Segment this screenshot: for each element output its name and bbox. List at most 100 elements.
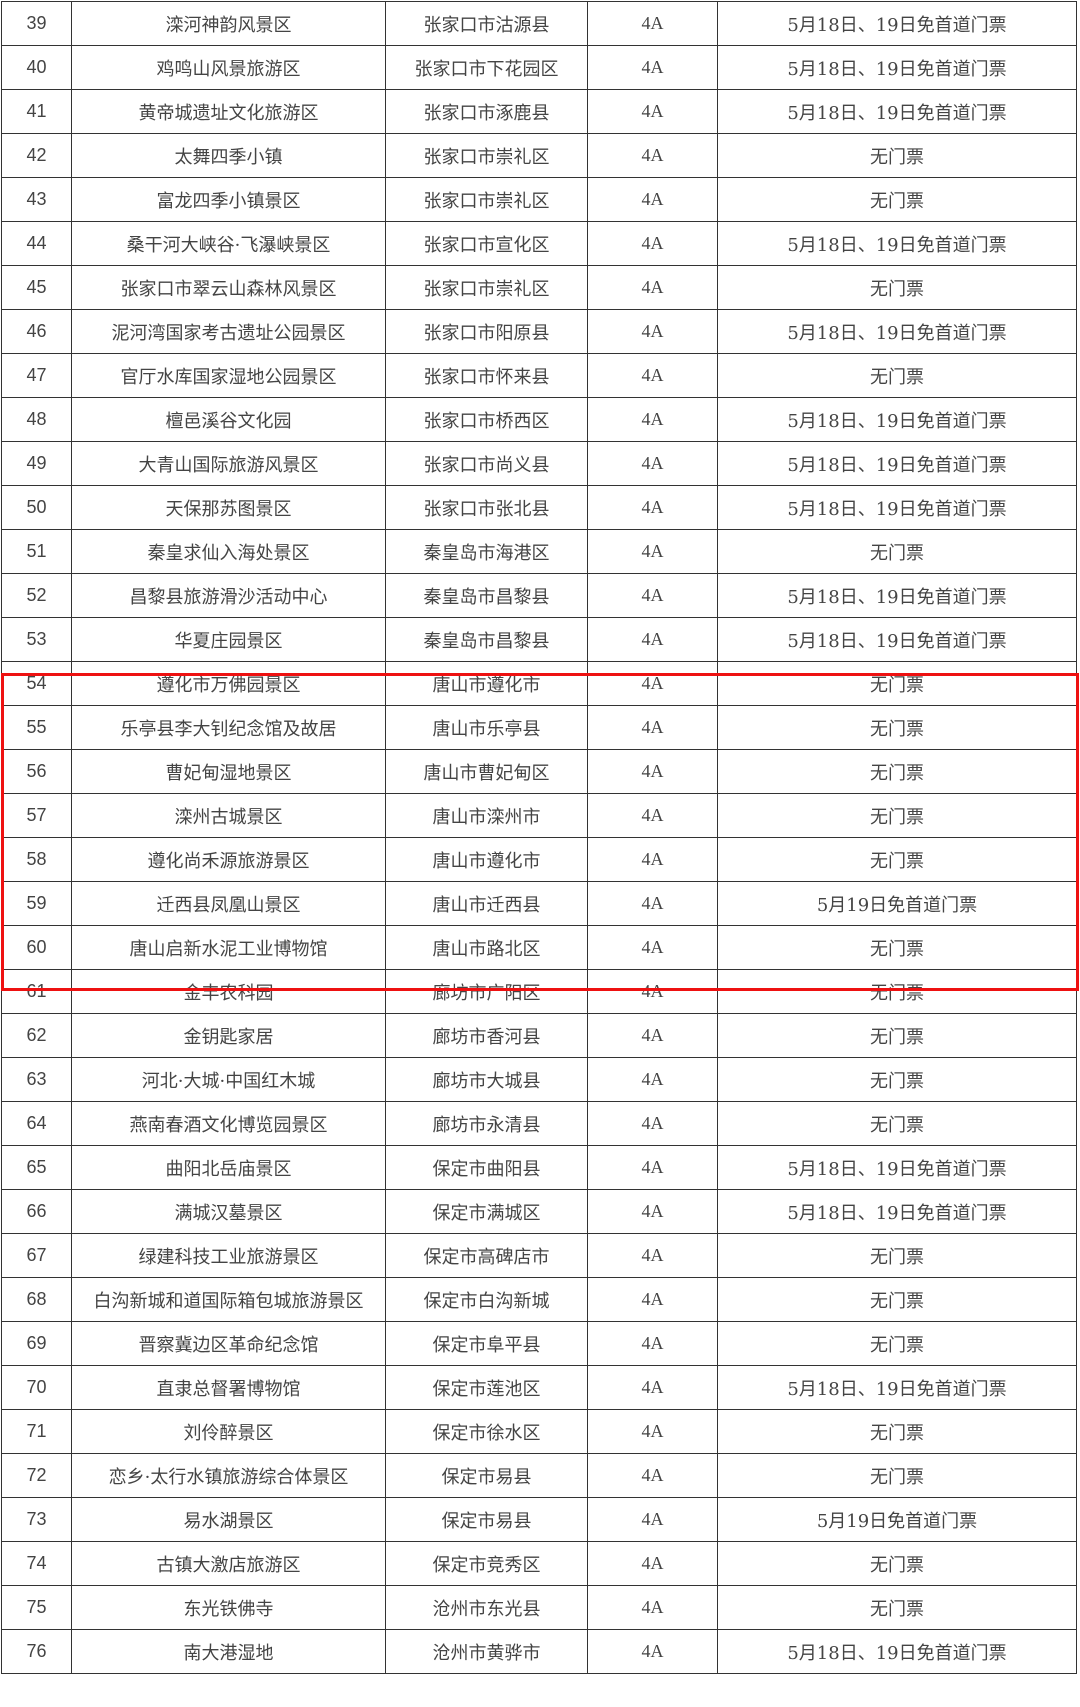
ticket-policy-cell: 5月18日、19日免首道门票 — [717, 1629, 1077, 1674]
scenic-spot-name-cell: 金丰农科园 — [71, 969, 386, 1014]
scenic-spot-name-cell: 滦河神韵风景区 — [71, 1, 386, 46]
ticket-policy-cell: 无门票 — [717, 1453, 1077, 1498]
location-cell: 廊坊市大城县 — [385, 1057, 588, 1102]
row-number-cell: 43 — [1, 177, 72, 222]
scenic-spot-name-cell: 太舞四季小镇 — [71, 133, 386, 178]
row-number-cell: 53 — [1, 617, 72, 662]
rating-level-cell: 4A — [587, 925, 718, 970]
rating-level-cell: 4A — [587, 1277, 718, 1322]
row-number-cell: 63 — [1, 1057, 72, 1102]
table-row: 68 白沟新城和道国际箱包城旅游景区 保定市白沟新城 4A 无门票 — [1, 1277, 1077, 1322]
row-number-cell: 73 — [1, 1497, 72, 1542]
scenic-spot-name-cell: 大青山国际旅游风景区 — [71, 441, 386, 486]
location-cell: 保定市白沟新城 — [385, 1277, 588, 1322]
row-number-cell: 54 — [1, 661, 72, 706]
row-number-cell: 59 — [1, 881, 72, 926]
ticket-policy-cell: 5月18日、19日免首道门票 — [717, 397, 1077, 442]
scenic-spot-name-cell: 曹妃甸湿地景区 — [71, 749, 386, 794]
row-number-cell: 49 — [1, 441, 72, 486]
rating-level-cell: 4A — [587, 265, 718, 310]
rating-level-cell: 4A — [587, 309, 718, 354]
ticket-policy-cell: 5月18日、19日免首道门票 — [717, 1145, 1077, 1190]
row-number-cell: 39 — [1, 1, 72, 46]
ticket-policy-cell: 无门票 — [717, 749, 1077, 794]
scenic-spot-name-cell: 白沟新城和道国际箱包城旅游景区 — [71, 1277, 386, 1322]
row-number-cell: 67 — [1, 1233, 72, 1278]
row-number-cell: 70 — [1, 1365, 72, 1410]
rating-level-cell: 4A — [587, 45, 718, 90]
scenic-spot-name-cell: 桑干河大峡谷·飞瀑峡景区 — [71, 221, 386, 266]
rating-level-cell: 4A — [587, 969, 718, 1014]
scenic-spot-name-cell: 张家口市翠云山森林风景区 — [71, 265, 386, 310]
scenic-spot-name-cell: 遵化尚禾源旅游景区 — [71, 837, 386, 882]
table-row: 49 大青山国际旅游风景区 张家口市尚义县 4A 5月18日、19日免首道门票 — [1, 441, 1077, 486]
table-row: 47 官厅水库国家湿地公园景区 张家口市怀来县 4A 无门票 — [1, 353, 1077, 398]
location-cell: 沧州市东光县 — [385, 1585, 588, 1630]
table-row: 56 曹妃甸湿地景区 唐山市曹妃甸区 4A 无门票 — [1, 749, 1077, 794]
scenic-spot-name-cell: 恋乡·太行水镇旅游综合体景区 — [71, 1453, 386, 1498]
location-cell: 唐山市乐亭县 — [385, 705, 588, 750]
table-row: 48 檀邑溪谷文化园 张家口市桥西区 4A 5月18日、19日免首道门票 — [1, 397, 1077, 442]
location-cell: 保定市易县 — [385, 1453, 588, 1498]
row-number-cell: 61 — [1, 969, 72, 1014]
ticket-policy-cell: 5月18日、19日免首道门票 — [717, 1, 1077, 46]
rating-level-cell: 4A — [587, 397, 718, 442]
table-row: 73 易水湖景区 保定市易县 4A 5月19日免首道门票 — [1, 1497, 1077, 1542]
row-number-cell: 56 — [1, 749, 72, 794]
ticket-policy-cell: 5月19日免首道门票 — [717, 881, 1077, 926]
table-row: 61 金丰农科园 廊坊市广阳区 4A 无门票 — [1, 969, 1077, 1014]
location-cell: 保定市满城区 — [385, 1189, 588, 1234]
location-cell: 秦皇岛市昌黎县 — [385, 573, 588, 618]
scenic-spot-name-cell: 滦州古城景区 — [71, 793, 386, 838]
table-row: 74 古镇大激店旅游区 保定市竞秀区 4A 无门票 — [1, 1541, 1077, 1586]
location-cell: 保定市易县 — [385, 1497, 588, 1542]
ticket-policy-cell: 无门票 — [717, 1277, 1077, 1322]
location-cell: 唐山市遵化市 — [385, 661, 588, 706]
ticket-policy-cell: 5月18日、19日免首道门票 — [717, 485, 1077, 530]
rating-level-cell: 4A — [587, 1057, 718, 1102]
row-number-cell: 64 — [1, 1101, 72, 1146]
ticket-policy-cell: 无门票 — [717, 265, 1077, 310]
rating-level-cell: 4A — [587, 353, 718, 398]
scenic-spot-name-cell: 黄帝城遗址文化旅游区 — [71, 89, 386, 134]
rating-level-cell: 4A — [587, 1189, 718, 1234]
rating-level-cell: 4A — [587, 441, 718, 486]
ticket-policy-cell: 无门票 — [717, 1321, 1077, 1366]
scenic-spot-name-cell: 晋察冀边区革命纪念馆 — [71, 1321, 386, 1366]
scenic-spot-name-cell: 刘伶醉景区 — [71, 1409, 386, 1454]
scenic-spot-name-cell: 唐山启新水泥工业博物馆 — [71, 925, 386, 970]
location-cell: 唐山市迁西县 — [385, 881, 588, 926]
location-cell: 廊坊市永清县 — [385, 1101, 588, 1146]
ticket-policy-cell: 5月18日、19日免首道门票 — [717, 617, 1077, 662]
row-number-cell: 42 — [1, 133, 72, 178]
row-number-cell: 60 — [1, 925, 72, 970]
table-row: 75 东光铁佛寺 沧州市东光县 4A 无门票 — [1, 1585, 1077, 1630]
scenic-spot-name-cell: 秦皇求仙入海处景区 — [71, 529, 386, 574]
rating-level-cell: 4A — [587, 661, 718, 706]
ticket-policy-cell: 5月18日、19日免首道门票 — [717, 221, 1077, 266]
row-number-cell: 76 — [1, 1629, 72, 1674]
ticket-policy-cell: 无门票 — [717, 353, 1077, 398]
ticket-policy-cell: 5月18日、19日免首道门票 — [717, 309, 1077, 354]
row-number-cell: 68 — [1, 1277, 72, 1322]
row-number-cell: 51 — [1, 529, 72, 574]
location-cell: 沧州市黄骅市 — [385, 1629, 588, 1674]
table-row: 53 华夏庄园景区 秦皇岛市昌黎县 4A 5月18日、19日免首道门票 — [1, 617, 1077, 662]
rating-level-cell: 4A — [587, 177, 718, 222]
scenic-spot-name-cell: 直隶总督署博物馆 — [71, 1365, 386, 1410]
location-cell: 秦皇岛市海港区 — [385, 529, 588, 574]
ticket-policy-cell: 无门票 — [717, 133, 1077, 178]
row-number-cell: 66 — [1, 1189, 72, 1234]
ticket-policy-cell: 无门票 — [717, 705, 1077, 750]
row-number-cell: 55 — [1, 705, 72, 750]
row-number-cell: 57 — [1, 793, 72, 838]
ticket-policy-cell: 无门票 — [717, 529, 1077, 574]
ticket-policy-cell: 5月18日、19日免首道门票 — [717, 573, 1077, 618]
ticket-policy-cell: 5月18日、19日免首道门票 — [717, 441, 1077, 486]
location-cell: 唐山市滦州市 — [385, 793, 588, 838]
ticket-policy-cell: 无门票 — [717, 1013, 1077, 1058]
rating-level-cell: 4A — [587, 1145, 718, 1190]
scenic-spot-name-cell: 华夏庄园景区 — [71, 617, 386, 662]
rating-level-cell: 4A — [587, 1541, 718, 1586]
row-number-cell: 69 — [1, 1321, 72, 1366]
